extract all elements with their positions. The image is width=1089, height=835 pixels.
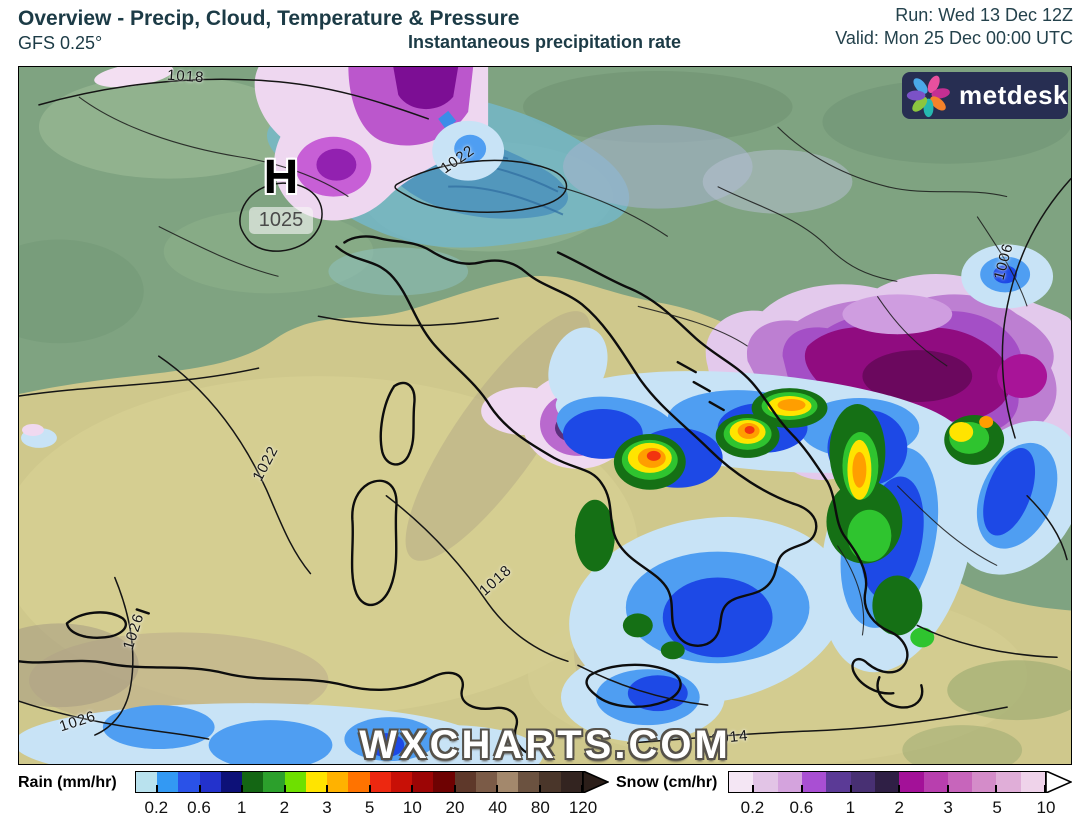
- colorbar-tick-label: 0.2: [740, 798, 765, 817]
- colorbar-tick: [411, 785, 414, 792]
- colorbar-tick-label: 5: [364, 798, 375, 817]
- colorbar-tick: [752, 785, 755, 792]
- colorbar-tick: [283, 785, 286, 792]
- colorbar-tick: [198, 785, 201, 792]
- colorbar-tick-label: 10: [402, 798, 422, 817]
- parameter-subtitle: Instantaneous precipitation rate: [407, 32, 682, 52]
- colorbar-segment: [390, 772, 413, 792]
- colorbar-segment: [996, 772, 1021, 792]
- colorbar-tick-label: 10: [1036, 798, 1056, 817]
- colorbar-tick: [496, 785, 499, 792]
- colorbar-tick: [453, 785, 456, 792]
- colorbar-segment: [777, 772, 802, 792]
- legend: Rain (mm/hr) 0.2 0.6 1 2 3 5 10 20 40 80 120 Snow …: [0, 768, 1089, 835]
- colorbar-segment: [560, 772, 582, 792]
- valid-time-label: Valid: Mon 25 Dec 00:00 UTC: [835, 28, 1073, 48]
- rain-legend-label: Rain (mm/hr): [18, 774, 117, 791]
- colorbar-segment: [305, 772, 328, 792]
- colorbar-tick-label: 3: [322, 798, 332, 817]
- colorbar-segment: [850, 772, 875, 792]
- colorbar-tick-label: 0.6: [187, 798, 211, 817]
- colorbar-segment: [947, 772, 973, 792]
- colorbar-tick: [581, 785, 583, 792]
- rain-tick-labels: 0.2 0.6 1 2 3 5 10 20 40 80 120: [135, 798, 598, 820]
- colorbar-segment: [539, 772, 561, 792]
- colorbar-tick: [995, 785, 998, 792]
- high-pressure-symbol: H: [263, 151, 299, 204]
- colorbar-tick-label: 2: [894, 798, 904, 817]
- colorbar-segment: [348, 772, 370, 792]
- colorbar-segment: [220, 772, 243, 792]
- colorbar-tick: [241, 785, 244, 792]
- rain-colorbar-arrow: [583, 771, 609, 793]
- isobar-label-1018-top: 1018: [166, 66, 205, 87]
- colorbar-tick-label: 120: [568, 798, 598, 817]
- colorbar-tick-label: 20: [445, 798, 465, 817]
- colorbar-tick-label: 80: [530, 798, 550, 817]
- colorbar-segment: [518, 772, 540, 792]
- colorbar-tick-label: 1: [236, 798, 247, 817]
- colorbar-segment: [923, 772, 948, 792]
- colorbar-segment: [1020, 772, 1046, 792]
- colorbar-segment: [753, 772, 778, 792]
- colorbar-segment: [284, 772, 306, 792]
- colorbar-tick: [156, 785, 159, 792]
- model-label: GFS 0.25°: [18, 33, 103, 53]
- colorbar-segment: [899, 772, 924, 792]
- colorbar-segment: [369, 772, 391, 792]
- colorbar-segment: [475, 772, 497, 792]
- colorbar-segment: [199, 772, 221, 792]
- colorbar-tick: [849, 785, 852, 792]
- weather-map: 1018 1022 1022 1018 1026 1026 1014 1006 …: [18, 66, 1072, 767]
- colorbar-segment: [729, 772, 754, 792]
- map-graphic: [19, 67, 1071, 764]
- colorbar-segment: [826, 772, 851, 792]
- snow-tick-labels: 0.2 0.6 1 2 3 5 10: [728, 798, 1056, 820]
- colorbar-tick: [538, 785, 541, 792]
- colorbar-segment: [972, 772, 997, 792]
- colorbar-segment: [433, 772, 455, 792]
- metdesk-logo: metdesk: [902, 72, 1068, 119]
- colorbar-segment: [454, 772, 476, 792]
- colorbar-tick-label: 2: [279, 798, 290, 817]
- colorbar-tick-label: 1: [845, 798, 856, 817]
- snow-colorbar-arrow: [1046, 771, 1072, 793]
- colorbar-tick: [946, 785, 949, 792]
- page-title: Overview - Precip, Cloud, Temperature & …: [18, 7, 520, 30]
- colorbar-tick-label: 40: [488, 798, 508, 817]
- colorbar-segment: [874, 772, 900, 792]
- colorbar-segment: [801, 772, 827, 792]
- colorbar-tick-label: 0.6: [789, 798, 814, 817]
- colorbar-tick: [1044, 785, 1046, 792]
- colorbar-segment: [178, 772, 200, 792]
- colorbar-tick-label: 3: [943, 798, 953, 817]
- colorbar-segment: [157, 772, 179, 792]
- colorbar-segment: [412, 772, 434, 792]
- colorbar-tick: [368, 785, 371, 792]
- colorbar-tick-label: 5: [992, 798, 1002, 817]
- colorbar-tick-label: 0.2: [144, 798, 169, 817]
- colorbar-segment: [327, 772, 349, 792]
- snow-colorbar: [728, 771, 1046, 793]
- colorbar-tick: [800, 785, 803, 792]
- colorbar-tick: [898, 785, 901, 792]
- run-time-label: Run: Wed 13 Dec 12Z: [895, 5, 1073, 25]
- metdesk-logo-text: metdesk: [959, 80, 1068, 110]
- colorbar-segment: [136, 772, 158, 792]
- high-pressure-value: 1025: [248, 207, 314, 234]
- colorbar-segment: [496, 772, 519, 792]
- metdesk-asterisk-icon: [906, 75, 950, 118]
- colorbar-tick: [326, 785, 329, 792]
- high-pressure-marker: H 1025: [231, 151, 331, 234]
- watermark: WXCHARTS.COM: [359, 723, 731, 767]
- colorbar-segment: [242, 772, 264, 792]
- snow-legend-label: Snow (cm/hr): [616, 774, 718, 791]
- rain-colorbar: [135, 771, 583, 793]
- colorbar-segment: [263, 772, 285, 792]
